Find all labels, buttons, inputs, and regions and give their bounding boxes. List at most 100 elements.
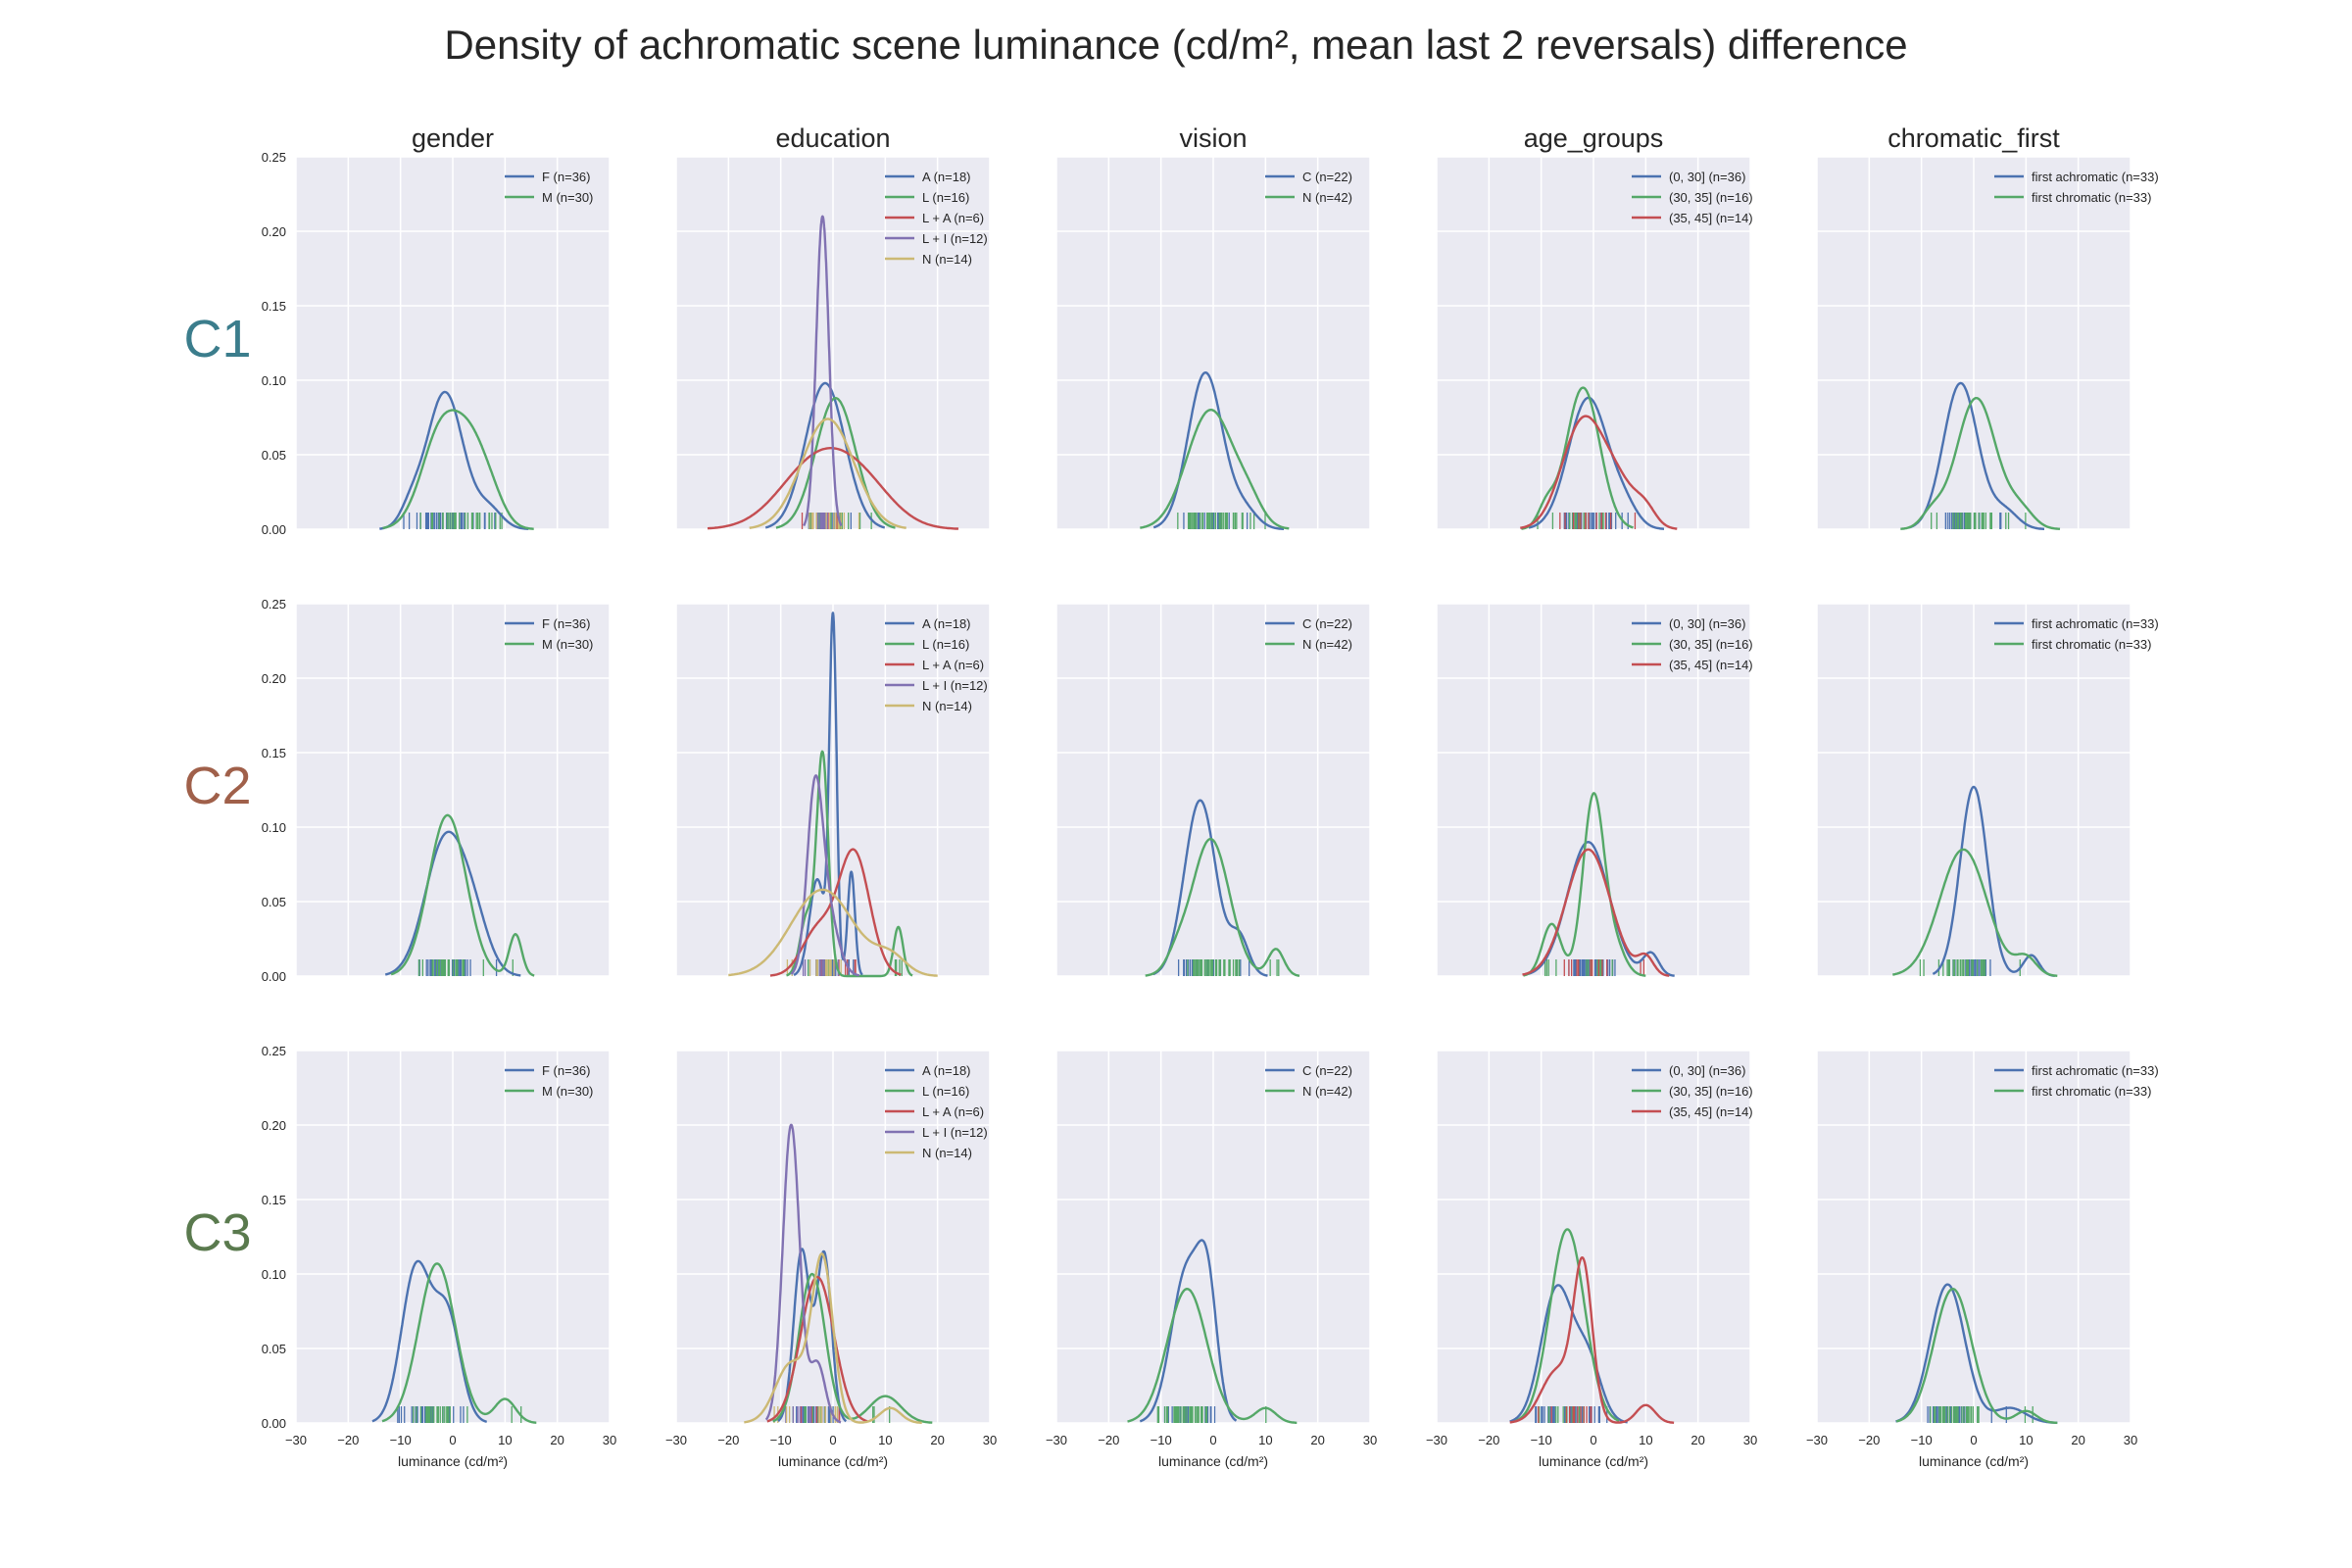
- legend-item: L (n=16): [885, 1084, 969, 1099]
- legend-label: N (n=42): [1302, 190, 1352, 205]
- legend-item: A (n=18): [885, 616, 971, 631]
- legend-label: (0, 30] (n=36): [1669, 170, 1745, 184]
- x-tick-label: −20: [1478, 1433, 1499, 1447]
- row-label-c2: C2: [183, 757, 251, 815]
- x-tick-label: 20: [550, 1433, 564, 1447]
- legend-label: first achromatic (n=33): [2032, 1063, 2159, 1078]
- legend-label: L (n=16): [922, 1084, 969, 1099]
- density-curve-3: [764, 1123, 842, 1424]
- legend-item: M (n=30): [505, 637, 593, 652]
- legend-label: L (n=16): [922, 637, 969, 652]
- panel-c3-chromatic_first: −30 −20 −10 0 10 20 30 luminance (cd/m²) first a…: [1806, 1050, 2159, 1469]
- legend-item: L (n=16): [885, 190, 969, 205]
- x-tick-label: −30: [1806, 1433, 1828, 1447]
- legend-label: C (n=22): [1302, 170, 1352, 184]
- x-tick-label: 20: [930, 1433, 944, 1447]
- panel-c1-gender: gender 0.00 0.05 0.10 0.15 0.20 0.25 F (n=36) M …: [262, 123, 611, 537]
- density-curve-2: [766, 1275, 868, 1423]
- density-curve-0: [384, 830, 521, 977]
- y-tick-label: 0.00: [262, 969, 286, 984]
- legend-item: L + I (n=12): [885, 231, 988, 246]
- legend-label: L + A (n=6): [922, 1104, 984, 1119]
- legend-label: N (n=14): [922, 252, 972, 267]
- legend-item: L + A (n=6): [885, 658, 984, 672]
- panel-c2-gender: 0.00 0.05 0.10 0.15 0.20 0.25 F (n=36) M (n=30): [262, 597, 611, 984]
- density-curve-1: [381, 1262, 537, 1424]
- x-tick-label: 10: [1258, 1433, 1272, 1447]
- legend-label: first achromatic (n=33): [2032, 616, 2159, 631]
- legend-item: L + A (n=6): [885, 1104, 984, 1119]
- panel-grid: C1 gender 0.00 0.05 0.10 0.15 0.20 0.25 F (n=36)…: [183, 123, 2158, 1469]
- x-tick-label: −30: [665, 1433, 687, 1447]
- x-axis-label: luminance (cd/m²): [1919, 1453, 2029, 1469]
- legend-item: (30, 35] (n=16): [1632, 637, 1753, 652]
- density-curve-1: [1145, 837, 1300, 977]
- legend-label: F (n=36): [542, 616, 591, 631]
- density-curve-0: [379, 390, 529, 530]
- legend-label: F (n=36): [542, 1063, 591, 1078]
- y-tick-label: 0.00: [262, 522, 286, 537]
- x-tick-label: −10: [770, 1433, 792, 1447]
- density-curve-1: [1895, 1288, 2058, 1425]
- legend-item: first achromatic (n=33): [1994, 616, 2159, 631]
- x-tick-label: 0: [1970, 1433, 1977, 1447]
- legend-item: F (n=36): [505, 170, 591, 184]
- legend-label: A (n=18): [922, 170, 971, 184]
- legend-item: (0, 30] (n=36): [1632, 616, 1745, 631]
- x-tick-label: 30: [2124, 1433, 2137, 1447]
- panel-c1-education: education A (n=18) L (n=16) L + A (n=6) L + …: [675, 123, 991, 530]
- y-tick-label: 0.20: [262, 1118, 286, 1133]
- x-tick-label: 10: [1639, 1433, 1652, 1447]
- density-curve-0: [793, 612, 863, 976]
- legend-label: (30, 35] (n=16): [1669, 1084, 1753, 1099]
- x-tick-label: 0: [1209, 1433, 1216, 1447]
- legend-label: N (n=14): [922, 699, 972, 713]
- legend-item: L + A (n=6): [885, 211, 984, 225]
- legend-label: C (n=22): [1302, 1063, 1352, 1078]
- legend-item: (30, 35] (n=16): [1632, 1084, 1753, 1099]
- density-curve-2: [769, 848, 902, 977]
- legend-label: first chromatic (n=33): [2032, 637, 2151, 652]
- legend-item: (0, 30] (n=36): [1632, 170, 1745, 184]
- panel-c2-chromatic_first: first achromatic (n=33) first chromatic (…: [1816, 603, 2159, 977]
- figure-title: Density of achromatic scene luminance (c…: [444, 22, 1907, 68]
- density-curve-1: [775, 397, 896, 529]
- y-tick-label: 0.15: [262, 746, 286, 760]
- x-tick-label: 0: [449, 1433, 456, 1447]
- legend-item: M (n=30): [505, 190, 593, 205]
- density-curve-0: [1895, 1283, 2058, 1424]
- column-title: gender: [412, 123, 494, 153]
- legend-item: C (n=22): [1265, 170, 1352, 184]
- density-curve-0: [1908, 381, 2045, 530]
- y-tick-label: 0.10: [262, 820, 286, 835]
- y-tick-label: 0.05: [262, 448, 286, 463]
- density-curve-1: [786, 750, 913, 978]
- legend-item: first achromatic (n=33): [1994, 1063, 2159, 1078]
- legend-item: first chromatic (n=33): [1994, 190, 2151, 205]
- x-tick-label: 10: [498, 1433, 512, 1447]
- legend-label: L + I (n=12): [922, 231, 988, 246]
- row-label-c1: C1: [183, 310, 251, 368]
- panel-c2-age_groups: (0, 30] (n=36) (30, 35] (n=16) (35, 45] (n…: [1436, 603, 1753, 977]
- y-tick-label: 0.15: [262, 1193, 286, 1207]
- density-curve-3: [803, 215, 843, 527]
- y-tick-label: 0.00: [262, 1416, 286, 1431]
- legend-item: N (n=14): [885, 252, 972, 267]
- density-curve-0: [1152, 799, 1268, 977]
- y-tick-label: 0.25: [262, 597, 286, 612]
- legend-item: N (n=14): [885, 699, 972, 713]
- y-tick-label: 0.10: [262, 373, 286, 388]
- legend-label: L + A (n=6): [922, 211, 984, 225]
- x-tick-label: 10: [878, 1433, 892, 1447]
- legend-item: (35, 45] (n=14): [1632, 1104, 1753, 1119]
- legend-label: first chromatic (n=33): [2032, 190, 2151, 205]
- x-tick-label: 10: [2019, 1433, 2033, 1447]
- density-curve-1: [1900, 397, 2061, 530]
- density-curve-1: [1127, 1288, 1298, 1424]
- legend-item: (35, 45] (n=14): [1632, 211, 1753, 225]
- density-curve-0: [1528, 396, 1665, 530]
- legend-item: first chromatic (n=33): [1994, 637, 2151, 652]
- density-curve-0: [1509, 1284, 1629, 1424]
- legend-item: N (n=14): [885, 1146, 972, 1160]
- legend-label: N (n=14): [922, 1146, 972, 1160]
